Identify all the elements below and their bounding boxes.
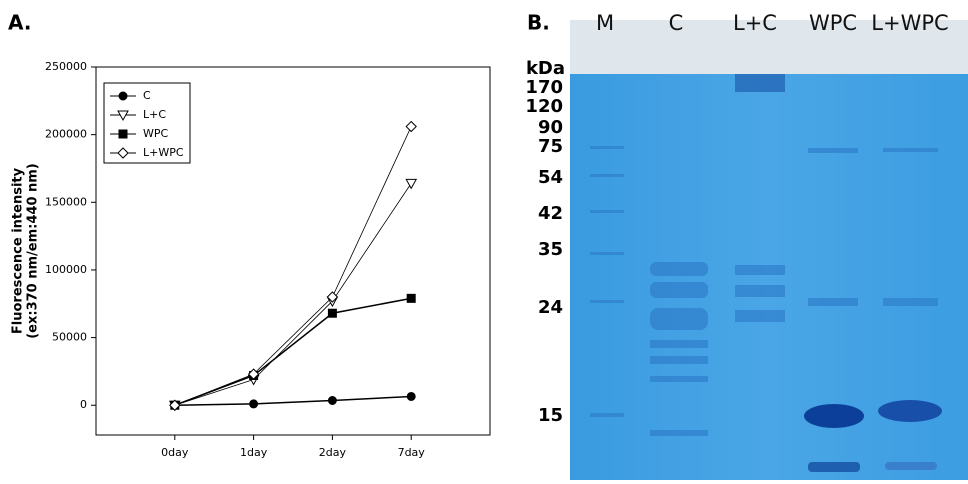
y-tick-label: 200000 [45,128,87,141]
y-axis-label: (ex:370 nm/em:440 nm) [26,163,41,339]
legend-marker [118,129,128,139]
marker-label: 24 [538,297,563,318]
series-line [174,297,412,406]
legend-label: L+C [143,108,166,121]
lane-label: L+C [733,11,777,35]
x-tick-label: 2day [319,446,347,459]
x-tick-label: 7day [398,446,426,459]
data-point [247,368,260,380]
marker-label: 90 [538,117,563,138]
unit-label: kDa [526,58,565,79]
y-tick-label: 100000 [45,263,87,276]
gel-image [570,20,968,480]
data-point [327,308,337,318]
data-point [249,399,259,409]
panel-label: B. [527,11,550,35]
legend-marker [117,147,129,159]
legend-label: L+WPC [143,146,184,159]
marker-label: 170 [525,77,563,98]
y-tick-label: 150000 [45,195,87,208]
lane-label: C [669,11,684,35]
marker-label: 15 [538,405,563,426]
data-point [406,391,416,401]
y-axis-label: Fluorescence intensity [11,167,26,334]
legend-label: WPC [143,127,169,140]
marker-label: 42 [538,203,563,224]
marker-label: 120 [525,96,563,117]
legend-marker [117,110,129,122]
lane-label: M [596,11,614,35]
legend-marker [118,91,128,101]
lane-label: L+WPC [871,11,948,35]
band [878,400,942,422]
series-line [174,183,412,406]
y-tick-label: 50000 [52,331,87,344]
series-line [174,395,412,406]
data-point [405,178,418,190]
band [804,404,864,428]
marker-label: 75 [538,136,563,157]
bands [590,74,938,436]
legend-label: C [143,89,151,102]
lane-label: WPC [809,11,857,35]
panel-label: A. [8,11,31,35]
x-tick-label: 1day [240,446,268,459]
series-line [174,126,412,406]
y-tick-label: 0 [80,398,87,411]
data-point [326,291,339,303]
data-point [169,399,181,411]
data-point [405,120,417,133]
x-tick-label: 0day [161,446,189,459]
band [808,462,860,472]
marker-label: 54 [538,167,563,188]
data-point [406,293,416,303]
y-tick-label: 250000 [45,60,87,73]
marker-label: 35 [538,239,563,260]
band [885,462,937,470]
data-point [327,396,337,405]
plot-frame [95,66,491,436]
